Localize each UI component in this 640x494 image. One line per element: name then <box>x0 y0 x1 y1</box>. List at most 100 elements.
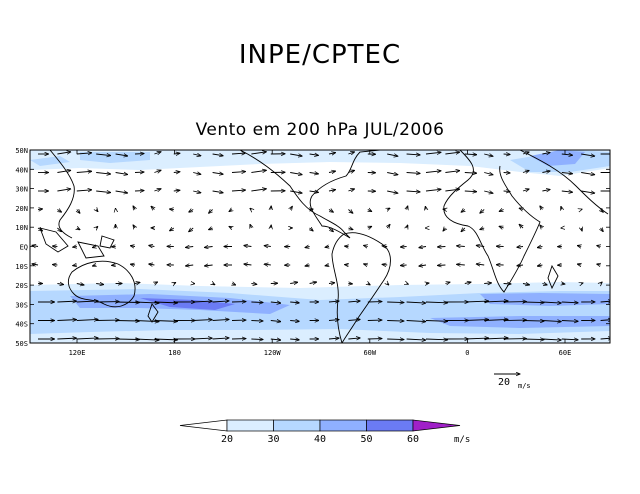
wind-vector <box>149 264 155 265</box>
wind-vector <box>542 171 550 173</box>
wind-vector <box>542 189 550 191</box>
wind-vector <box>290 173 302 175</box>
wind-vector <box>96 154 110 156</box>
wind-vector <box>445 189 459 191</box>
wind-vector <box>561 154 573 155</box>
wind-vector <box>76 171 92 172</box>
wind-vector <box>229 210 232 212</box>
wind-vector <box>212 154 224 156</box>
wind-vector <box>134 302 159 303</box>
wind-vector <box>597 264 601 265</box>
wind-vector <box>600 338 610 339</box>
wind-vector <box>499 210 504 212</box>
wind-vector <box>522 152 529 154</box>
wind-vector <box>387 154 398 156</box>
wind-vector <box>96 191 110 193</box>
wind-vector <box>270 302 281 303</box>
lat-label: 10S <box>15 263 28 271</box>
colorbar-under <box>179 419 228 432</box>
wind-vector <box>464 191 477 192</box>
lon-label: 60E <box>559 349 572 357</box>
wind-vector <box>407 225 408 228</box>
wind-vector <box>325 265 329 266</box>
wind-vector <box>328 210 333 213</box>
wind-vector <box>309 173 319 174</box>
wind-vector <box>484 338 508 339</box>
coast-new-zealand <box>147 303 159 323</box>
wind-vector <box>348 170 354 172</box>
wind-vector <box>480 228 485 230</box>
wind-vector <box>212 301 229 302</box>
wind-vector <box>561 206 562 209</box>
wind-vector <box>328 338 339 339</box>
wind-vector <box>542 302 561 303</box>
wind-vector <box>290 191 302 193</box>
wind-vector <box>581 283 583 284</box>
wind-vector <box>76 153 92 154</box>
wind-vector <box>597 246 601 247</box>
wind-vector <box>193 191 201 193</box>
wind-vector <box>601 282 603 283</box>
wind-vector <box>522 339 544 340</box>
wind-vector <box>115 173 128 175</box>
wind-vector <box>364 245 368 246</box>
coast-europe-africa <box>443 150 541 293</box>
lon-label: 60W <box>363 349 376 357</box>
wind-vector <box>244 245 252 246</box>
wind-vectors <box>32 152 610 340</box>
wind-vector <box>96 173 110 175</box>
wind-vector <box>193 154 201 156</box>
wind-vector <box>134 339 159 340</box>
wind-vector <box>561 339 578 340</box>
wind-vector <box>387 284 389 285</box>
wind-vector <box>581 191 595 193</box>
wind-vector <box>577 264 581 265</box>
wind-vector <box>328 190 336 191</box>
coast-north-america <box>239 150 381 239</box>
wind-vector <box>461 210 465 213</box>
wind-vector <box>437 247 446 248</box>
coast-asia <box>519 150 609 215</box>
wind-vector <box>406 191 421 192</box>
wind-vector <box>437 265 446 266</box>
wind-vector <box>229 226 232 228</box>
wind-vector <box>32 264 39 265</box>
coast-australia <box>67 260 136 308</box>
wind-vector <box>561 173 573 174</box>
wind-vector <box>464 301 489 302</box>
wind-vector <box>499 226 504 228</box>
wind-vector <box>387 224 390 228</box>
wind-vector <box>37 209 43 210</box>
wind-vector <box>542 321 561 322</box>
organization-title: INPE/CPTEC <box>238 40 402 70</box>
wind-vector <box>522 171 529 173</box>
wind-vector <box>290 282 297 283</box>
wind-vector <box>522 302 544 303</box>
coastlines <box>39 150 609 343</box>
wind-vector <box>57 189 70 191</box>
wind-vector <box>601 210 604 213</box>
colorbar: m/s 20 30 40 50 60 <box>179 419 470 445</box>
lat-label: 40N <box>15 166 28 174</box>
wind-vector <box>425 339 447 340</box>
colorbar-segment <box>366 419 414 432</box>
shade-jet-max-south <box>140 298 235 310</box>
wind-vector <box>232 284 236 285</box>
wind-vector <box>348 338 360 339</box>
wind-vector <box>76 284 84 285</box>
wind-vector <box>57 320 76 321</box>
coast-maritime-continent <box>39 227 115 259</box>
wind-vector <box>519 224 523 228</box>
wind-vector <box>581 228 582 231</box>
lat-label: 10N <box>15 224 28 232</box>
wind-vector <box>37 228 43 231</box>
wind-vector <box>57 338 76 339</box>
shade-pacific-north <box>30 156 70 166</box>
wind-vector <box>290 206 292 209</box>
wind-vector <box>193 173 201 175</box>
wind-vector <box>484 173 493 175</box>
wind-vector <box>92 265 96 266</box>
wind-vector <box>522 321 544 322</box>
wind-vector <box>348 210 352 214</box>
